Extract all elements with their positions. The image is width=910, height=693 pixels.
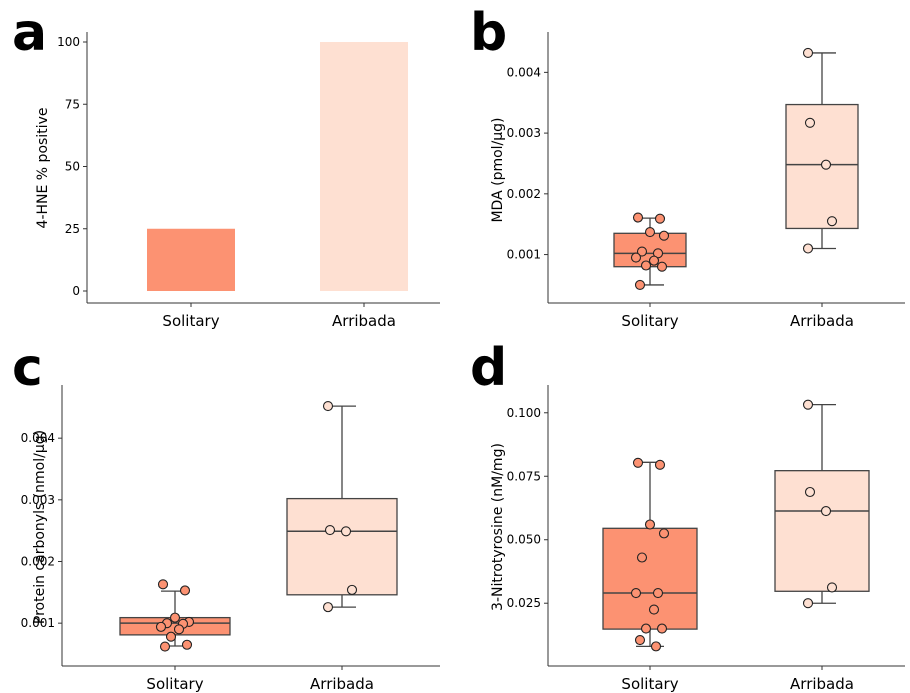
data-point	[802, 243, 814, 254]
box-arribada	[774, 470, 870, 592]
data-point	[636, 246, 648, 257]
data-point	[346, 584, 358, 595]
data-point	[340, 526, 352, 537]
x-category-label: Arribada	[310, 675, 374, 693]
panel-b: b 0.001 0.002 0.003 0.004 MDA (pmol/µg) Solita…	[470, 3, 905, 330]
data-point	[634, 634, 646, 646]
x-category-label: Arribada	[332, 312, 396, 330]
x-category-label: Solitary	[621, 312, 678, 330]
data-point	[630, 588, 642, 599]
box-arribada	[286, 497, 398, 596]
x-category-label: Solitary	[146, 675, 203, 693]
y-tick-label: 0.004	[21, 431, 55, 445]
y-tick-label: 25	[65, 222, 80, 236]
data-point	[652, 588, 664, 599]
box-solitary	[602, 527, 698, 630]
data-point	[632, 212, 644, 223]
panel-letter: a	[12, 3, 47, 63]
x-category-label: Arribada	[790, 312, 854, 330]
y-tick-label: 0.002	[507, 187, 541, 201]
data-point	[804, 486, 816, 498]
data-point	[322, 602, 334, 613]
y-tick-label: 0.075	[507, 469, 541, 483]
panel-d: d 0.025 0.050 0.075 0.100 3-Nitrotyrosine (nM…	[470, 338, 905, 693]
data-point	[656, 261, 668, 272]
data-point	[165, 631, 177, 642]
y-tick-label: 0.003	[507, 126, 541, 140]
y-tick-label: 100	[57, 35, 80, 49]
data-point	[634, 279, 646, 290]
data-point	[169, 612, 181, 623]
data-point	[632, 457, 644, 468]
data-point	[324, 524, 336, 536]
data-point	[181, 639, 193, 650]
y-tick-label: 75	[65, 97, 80, 111]
data-point	[802, 399, 814, 410]
data-point	[826, 216, 838, 227]
data-point	[658, 528, 670, 539]
y-axis-title: 4-HNE % positive	[35, 108, 51, 229]
panel-letter: b	[470, 3, 507, 63]
bar-solitary	[147, 228, 235, 291]
y-tick-label: 0.050	[507, 533, 541, 547]
data-point	[640, 623, 652, 634]
data-point	[640, 260, 652, 271]
y-tick-label: 0.001	[507, 248, 541, 262]
y-tick-label: 0.025	[507, 596, 541, 610]
panel-a: a 0 25 50 75 100 4-HNE % positive Solitary Arrib…	[12, 3, 440, 330]
data-point	[157, 579, 169, 590]
x-category-label: Solitary	[621, 675, 678, 693]
bar-arribada	[320, 42, 408, 291]
data-point	[804, 117, 816, 128]
y-tick-label: 0	[72, 284, 80, 298]
data-point	[644, 519, 656, 530]
data-point	[826, 582, 838, 593]
y-axis-title: 3-Nitrotyrosine (nM/mg)	[490, 443, 506, 611]
panel-letter: c	[12, 338, 43, 398]
data-point	[802, 47, 814, 58]
data-point	[159, 641, 171, 652]
y-tick-label: 0.001	[21, 616, 55, 630]
data-point	[650, 641, 662, 652]
y-axis-title: Protein carbonyls (nmol/µg)	[32, 430, 48, 624]
y-tick-label: 0.004	[507, 65, 541, 79]
y-tick-label: 0.002	[21, 555, 55, 569]
data-point	[654, 459, 666, 470]
x-category-label: Arribada	[790, 675, 854, 693]
data-point	[648, 604, 660, 615]
data-point	[173, 624, 185, 635]
y-axis-title: MDA (pmol/µg)	[490, 117, 506, 222]
data-point	[155, 621, 167, 632]
data-point	[656, 623, 668, 634]
y-tick-label: 0.003	[21, 493, 55, 507]
data-point	[636, 552, 648, 563]
data-point	[630, 252, 642, 263]
panel-letter: d	[470, 338, 507, 398]
data-point	[654, 213, 666, 224]
data-point	[648, 255, 660, 266]
data-point	[802, 598, 814, 609]
y-tick-label: 50	[65, 160, 80, 174]
data-point	[179, 585, 191, 596]
data-point	[820, 159, 832, 170]
data-point	[820, 505, 832, 517]
y-tick-label: 0.100	[507, 406, 541, 420]
data-point	[658, 230, 670, 241]
box-arribada	[785, 103, 859, 230]
data-point	[644, 227, 656, 238]
x-category-label: Solitary	[162, 312, 219, 330]
data-point	[322, 401, 334, 412]
